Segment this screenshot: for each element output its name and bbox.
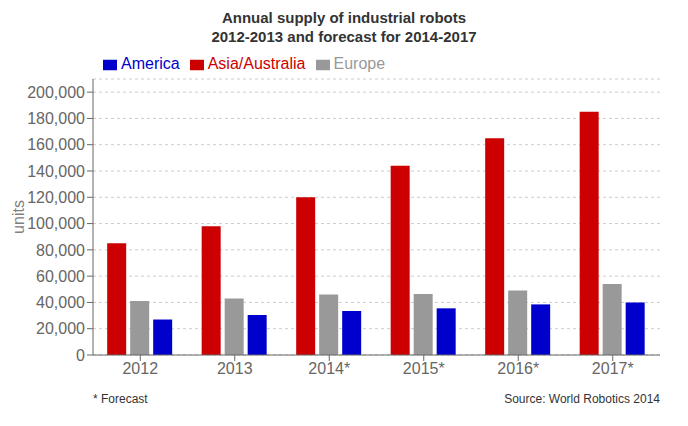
html-text:2012-2013 and forecast for 201: 2012-2013 and forecast for 2014-2017 (211, 28, 477, 45)
html-text:Europe: Europe (333, 55, 386, 72)
svg-text:120,000: 120,000 (27, 189, 85, 206)
svg-text:2014*: 2014* (308, 360, 350, 377)
svg-text:60,000: 60,000 (36, 268, 85, 285)
svg-text:0: 0 (76, 347, 85, 364)
svg-text:2012: 2012 (122, 360, 158, 377)
svg-text:2016*: 2016* (497, 360, 539, 377)
svg-text:180,000: 180,000 (27, 110, 85, 127)
html-text:Asia/Australia: Asia/Australia (207, 55, 306, 72)
svg-text:200,000: 200,000 (27, 84, 85, 101)
svg-text:80,000: 80,000 (36, 242, 85, 259)
html-text:* Forecast: * Forecast (93, 392, 148, 406)
svg-text:140,000: 140,000 (27, 163, 85, 180)
svg-text:100,000: 100,000 (27, 215, 85, 232)
svg-text:2015*: 2015* (403, 360, 445, 377)
html-text:America: America (121, 55, 180, 72)
svg-text:2013: 2013 (217, 360, 253, 377)
svg-text:units: units (10, 200, 27, 234)
svg-text:160,000: 160,000 (27, 136, 85, 153)
html-text:Source: World Robotics 2014: Source: World Robotics 2014 (504, 392, 660, 406)
svg-text:2017*: 2017* (592, 360, 634, 377)
html-text:Annual supply of industrial ro: Annual supply of industrial robots (221, 9, 467, 26)
svg-text:40,000: 40,000 (36, 294, 85, 311)
svg-text:20,000: 20,000 (36, 320, 85, 337)
